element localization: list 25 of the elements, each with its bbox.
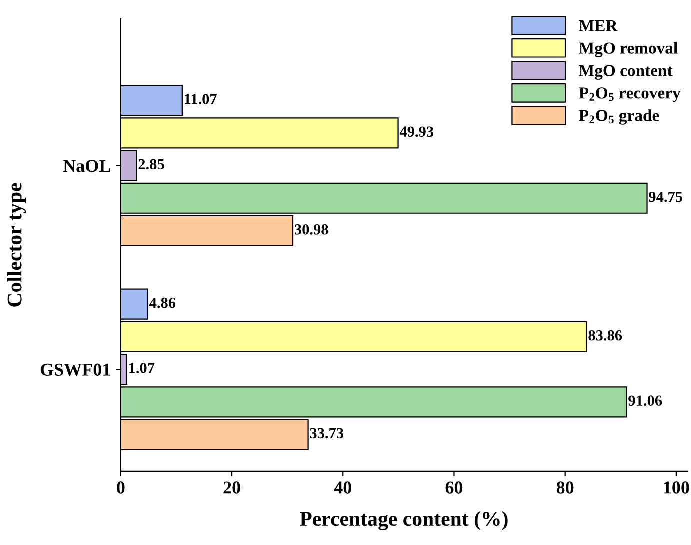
y-tick-label: GSWF01 bbox=[40, 364, 110, 376]
x-tick-label: 0 bbox=[117, 482, 125, 494]
x-tick-label: 80 bbox=[556, 482, 574, 494]
data-label: 2.85 bbox=[138, 159, 164, 170]
data-label: 91.06 bbox=[628, 396, 662, 406]
legend-label: P$_{2}$O$_{5}$ recovery bbox=[579, 88, 681, 102]
legend-label: MgO content bbox=[579, 65, 673, 80]
data-label: 83.86 bbox=[588, 330, 622, 341]
data-label: 11.07 bbox=[185, 94, 217, 104]
data-label: 4.86 bbox=[150, 298, 176, 308]
y-axis-title: Collector type bbox=[7, 183, 26, 307]
x-tick-label: 40 bbox=[334, 482, 352, 494]
data-label: 33.73 bbox=[310, 428, 344, 439]
x-tick-label: 100 bbox=[664, 482, 690, 494]
data-label: 94.75 bbox=[649, 192, 682, 202]
x-axis-title: Percentage content (%) bbox=[300, 511, 508, 530]
legend-label: MgO removal bbox=[579, 42, 678, 58]
x-tick-label: 20 bbox=[224, 482, 240, 494]
legend-label: MER bbox=[579, 20, 618, 32]
legend-label: P$_{2}$O$_{5}$ grade bbox=[579, 110, 660, 125]
x-tick-label: 60 bbox=[446, 482, 463, 494]
data-label: 49.93 bbox=[400, 126, 434, 138]
data-label: 30.98 bbox=[294, 224, 328, 235]
y-tick-label: NaOL bbox=[63, 160, 110, 172]
data-label: 1.07 bbox=[129, 363, 155, 374]
